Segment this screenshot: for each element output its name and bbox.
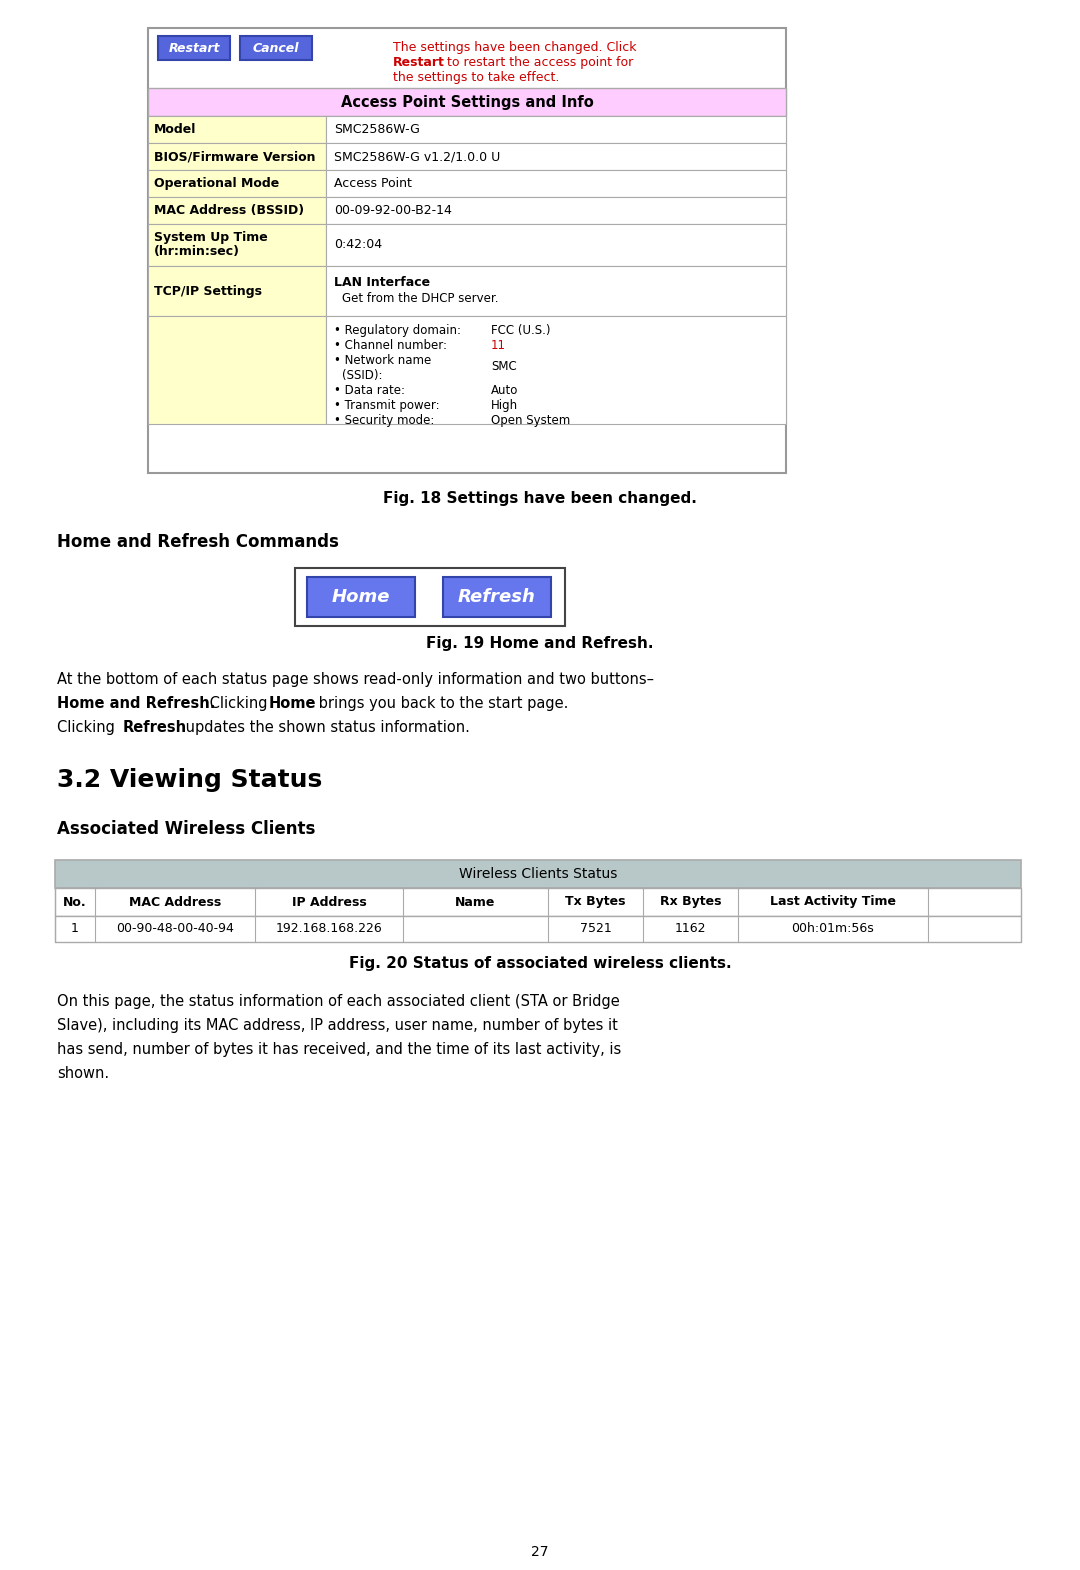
Text: to restart the access point for: to restart the access point for [443, 57, 633, 69]
Text: No.: No. [64, 895, 86, 909]
Text: has send, number of bytes it has received, and the time of its last activity, is: has send, number of bytes it has receive… [57, 1042, 621, 1057]
Text: BIOS/Firmware Version: BIOS/Firmware Version [154, 151, 315, 163]
Text: SMC: SMC [491, 360, 516, 374]
Text: MAC Address: MAC Address [129, 895, 221, 909]
Text: Refresh: Refresh [458, 589, 536, 606]
Text: • Transmit power:: • Transmit power: [334, 399, 440, 411]
Bar [148, 316, 326, 424]
Text: LAN Interface: LAN Interface [334, 276, 430, 289]
Bar [326, 170, 786, 196]
Text: On this page, the status information of each associated client (STA or Bridge: On this page, the status information of … [57, 994, 620, 1010]
Text: Clicking: Clicking [57, 721, 120, 735]
Text: Rx Bytes: Rx Bytes [660, 895, 721, 909]
Text: 00-09-92-00-B2-14: 00-09-92-00-B2-14 [334, 204, 451, 217]
Bar [148, 28, 786, 473]
Text: IP Address: IP Address [292, 895, 366, 909]
Text: Clicking: Clicking [205, 696, 272, 711]
Text: • Security mode:: • Security mode: [334, 414, 434, 427]
Text: 0:42:04: 0:42:04 [334, 239, 382, 251]
Text: Wireless Clients Status: Wireless Clients Status [459, 867, 617, 881]
Text: • Regulatory domain:: • Regulatory domain: [334, 323, 461, 338]
Bar [158, 36, 230, 60]
Text: 7521: 7521 [580, 923, 611, 936]
Text: Open System: Open System [491, 414, 570, 427]
Text: Auto: Auto [491, 385, 518, 397]
Text: shown.: shown. [57, 1066, 109, 1082]
Bar [326, 225, 786, 265]
Text: • Network name: • Network name [334, 353, 431, 367]
Text: Slave), including its MAC address, IP address, user name, number of bytes it: Slave), including its MAC address, IP ad… [57, 1017, 618, 1033]
Text: FCC (U.S.): FCC (U.S.) [491, 323, 551, 338]
Bar [148, 88, 786, 116]
Text: Home: Home [332, 589, 390, 606]
Bar [148, 143, 326, 170]
Text: 3.2 Viewing Status: 3.2 Viewing Status [57, 768, 322, 791]
Text: (SSID):: (SSID): [342, 369, 382, 382]
Text: High: High [491, 399, 518, 411]
Text: Cancel: Cancel [253, 41, 299, 55]
Bar [326, 196, 786, 225]
Bar [240, 36, 312, 60]
Text: brings you back to the start page.: brings you back to the start page. [314, 696, 568, 711]
Text: Fig. 20 Status of associated wireless clients.: Fig. 20 Status of associated wireless cl… [349, 956, 731, 970]
Bar [326, 265, 786, 316]
Text: SMC2586W-G: SMC2586W-G [334, 122, 420, 137]
Bar [307, 578, 415, 617]
Text: Fig. 18 Settings have been changed.: Fig. 18 Settings have been changed. [383, 491, 697, 506]
Text: 192.168.168.226: 192.168.168.226 [275, 923, 382, 936]
Text: Refresh: Refresh [123, 721, 187, 735]
Text: Home and Refresh.: Home and Refresh. [57, 696, 215, 711]
Text: Last Activity Time: Last Activity Time [770, 895, 896, 909]
Text: (hr:min:sec): (hr:min:sec) [154, 245, 240, 259]
Text: the settings to take effect.: the settings to take effect. [393, 71, 559, 85]
Text: • Data rate:: • Data rate: [334, 385, 405, 397]
Text: Access Point: Access Point [334, 177, 411, 190]
Text: Tx Bytes: Tx Bytes [565, 895, 625, 909]
Bar [55, 889, 1021, 915]
Text: Home and Refresh Commands: Home and Refresh Commands [57, 532, 339, 551]
Bar [55, 860, 1021, 889]
Bar [148, 225, 326, 265]
Bar [443, 578, 551, 617]
Bar [148, 170, 326, 196]
Text: SMC2586W-G v1.2/1.0.0 U: SMC2586W-G v1.2/1.0.0 U [334, 151, 500, 163]
Bar [295, 568, 565, 626]
Bar [326, 316, 786, 424]
Text: The settings have been changed. Click: The settings have been changed. Click [393, 41, 636, 53]
Text: 00-90-48-00-40-94: 00-90-48-00-40-94 [116, 923, 234, 936]
Text: Fig. 19 Home and Refresh.: Fig. 19 Home and Refresh. [427, 636, 653, 652]
Text: 00h:01m:56s: 00h:01m:56s [792, 923, 875, 936]
Bar [326, 116, 786, 143]
Text: Name: Name [456, 895, 496, 909]
Text: 27: 27 [531, 1545, 549, 1559]
Text: 1: 1 [71, 923, 79, 936]
Text: 11: 11 [491, 339, 507, 352]
Bar [148, 116, 326, 143]
Text: • Channel number:: • Channel number: [334, 339, 447, 352]
Text: Get from the DHCP server.: Get from the DHCP server. [342, 292, 499, 305]
Text: Home: Home [269, 696, 316, 711]
Text: Associated Wireless Clients: Associated Wireless Clients [57, 820, 315, 838]
Text: 1162: 1162 [675, 923, 706, 936]
Text: Restart: Restart [168, 41, 219, 55]
Bar [326, 143, 786, 170]
Text: System Up Time: System Up Time [154, 231, 268, 245]
Text: Access Point Settings and Info: Access Point Settings and Info [340, 94, 593, 110]
Text: At the bottom of each status page shows read-only information and two buttons–: At the bottom of each status page shows … [57, 672, 654, 688]
Bar [148, 265, 326, 316]
Text: Operational Mode: Operational Mode [154, 177, 280, 190]
Text: Model: Model [154, 122, 197, 137]
Text: Restart: Restart [393, 57, 445, 69]
Text: MAC Address (BSSID): MAC Address (BSSID) [154, 204, 305, 217]
Bar [148, 196, 326, 225]
Bar [55, 915, 1021, 942]
Text: updates the shown status information.: updates the shown status information. [181, 721, 470, 735]
Text: TCP/IP Settings: TCP/IP Settings [154, 284, 262, 297]
